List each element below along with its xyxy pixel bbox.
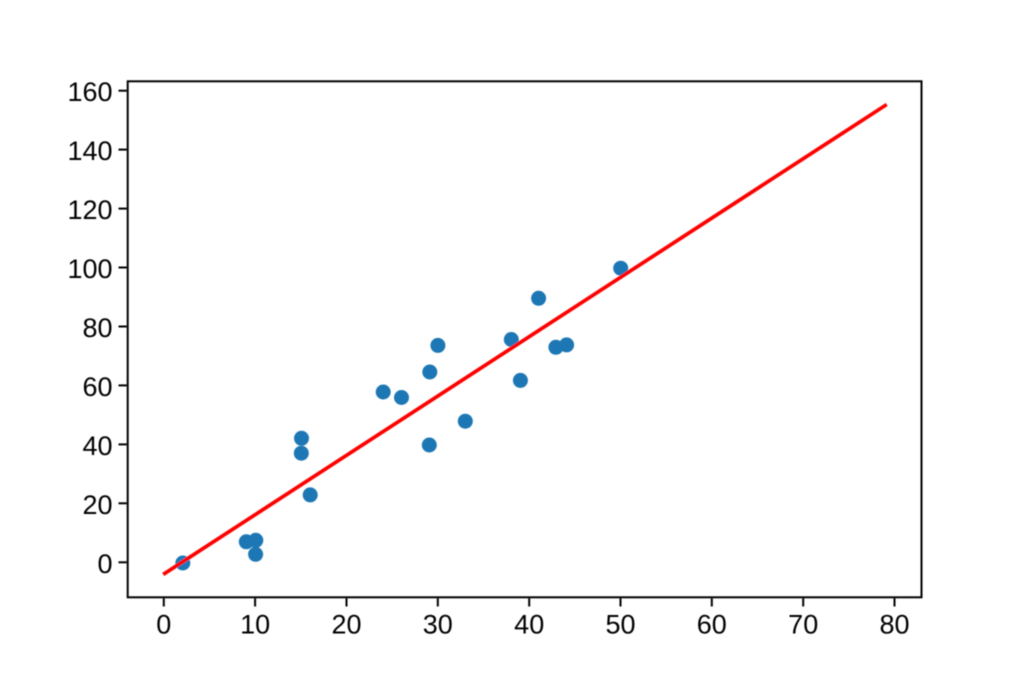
- svg-text:100: 100: [67, 254, 112, 284]
- svg-text:10: 10: [240, 609, 270, 639]
- svg-text:40: 40: [514, 609, 544, 639]
- svg-text:60: 60: [697, 609, 727, 639]
- svg-text:160: 160: [67, 77, 112, 107]
- svg-text:70: 70: [788, 609, 818, 639]
- svg-text:20: 20: [82, 490, 112, 520]
- svg-text:20: 20: [331, 609, 361, 639]
- svg-text:0: 0: [97, 549, 112, 579]
- svg-text:120: 120: [67, 195, 112, 225]
- svg-text:0: 0: [156, 609, 171, 639]
- svg-text:60: 60: [82, 372, 112, 402]
- svg-text:50: 50: [605, 609, 635, 639]
- svg-text:140: 140: [67, 136, 112, 166]
- svg-text:30: 30: [423, 609, 453, 639]
- svg-text:40: 40: [82, 431, 112, 461]
- svg-text:80: 80: [82, 313, 112, 343]
- svg-text:80: 80: [879, 609, 909, 639]
